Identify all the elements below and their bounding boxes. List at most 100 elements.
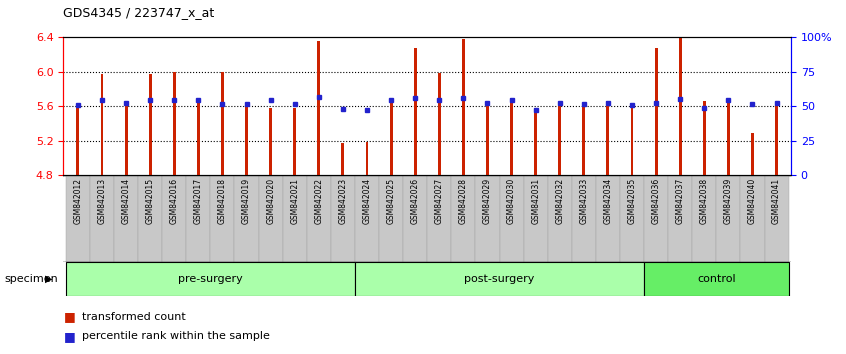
Text: ■: ■ — [63, 330, 75, 343]
Bar — [211, 175, 234, 262]
Bar — [342, 143, 344, 175]
Text: GSM842036: GSM842036 — [651, 178, 661, 224]
Text: GSM842027: GSM842027 — [435, 178, 444, 224]
Text: GSM842041: GSM842041 — [772, 178, 781, 224]
Bar — [558, 103, 561, 175]
Text: GSM842040: GSM842040 — [748, 178, 757, 224]
Bar — [462, 39, 464, 175]
Text: GSM842012: GSM842012 — [74, 178, 82, 224]
Bar — [90, 175, 114, 262]
Text: GSM842013: GSM842013 — [97, 178, 107, 224]
Text: pre-surgery: pre-surgery — [178, 274, 243, 284]
Bar — [307, 175, 331, 262]
Bar — [765, 175, 788, 262]
Text: GSM842018: GSM842018 — [218, 178, 227, 224]
Text: percentile rank within the sample: percentile rank within the sample — [82, 331, 270, 341]
Bar — [124, 102, 128, 175]
Bar — [294, 108, 296, 175]
Bar — [486, 104, 489, 175]
Bar — [620, 175, 644, 262]
Bar — [66, 175, 90, 262]
Bar — [678, 17, 682, 175]
Bar — [703, 101, 706, 175]
Bar — [582, 104, 585, 175]
Bar — [644, 262, 788, 296]
Bar — [596, 175, 620, 262]
Text: ■: ■ — [63, 310, 75, 323]
Bar — [101, 74, 103, 175]
Bar — [438, 73, 441, 175]
Bar — [510, 98, 513, 175]
Bar — [644, 175, 668, 262]
Text: GSM842019: GSM842019 — [242, 178, 251, 224]
Bar — [727, 99, 730, 175]
Bar — [499, 175, 524, 262]
Text: GSM842025: GSM842025 — [387, 178, 396, 224]
Text: GSM842030: GSM842030 — [507, 178, 516, 224]
Text: GSM842022: GSM842022 — [315, 178, 323, 224]
Bar — [655, 47, 657, 175]
Bar — [524, 175, 547, 262]
Bar — [390, 102, 393, 175]
Bar — [66, 262, 355, 296]
Bar — [221, 72, 224, 175]
Bar — [355, 175, 379, 262]
Text: GSM842014: GSM842014 — [122, 178, 130, 224]
Text: GSM842037: GSM842037 — [676, 178, 684, 224]
Text: GSM842029: GSM842029 — [483, 178, 492, 224]
Bar — [572, 175, 596, 262]
Bar — [149, 74, 151, 175]
Text: GSM842023: GSM842023 — [338, 178, 348, 224]
Text: transformed count: transformed count — [82, 312, 186, 322]
Bar — [197, 98, 200, 175]
Text: GSM842033: GSM842033 — [580, 178, 588, 224]
Bar — [138, 175, 162, 262]
Bar — [740, 175, 765, 262]
Bar — [114, 175, 138, 262]
Bar — [607, 101, 609, 175]
Text: post-surgery: post-surgery — [464, 274, 535, 284]
Bar — [717, 175, 740, 262]
Bar — [355, 262, 644, 296]
Bar — [259, 175, 283, 262]
Bar — [534, 108, 537, 175]
Text: GSM842020: GSM842020 — [266, 178, 275, 224]
Text: specimen: specimen — [4, 274, 58, 284]
Text: GDS4345 / 223747_x_at: GDS4345 / 223747_x_at — [63, 6, 215, 19]
Bar — [775, 102, 778, 175]
Text: GSM842028: GSM842028 — [459, 178, 468, 224]
Bar — [475, 175, 499, 262]
Bar — [668, 175, 692, 262]
Text: GSM842038: GSM842038 — [700, 178, 709, 224]
Bar — [162, 175, 186, 262]
Bar — [186, 175, 211, 262]
Bar — [451, 175, 475, 262]
Bar — [283, 175, 307, 262]
Bar — [404, 175, 427, 262]
Text: GSM842017: GSM842017 — [194, 178, 203, 224]
Text: GSM842015: GSM842015 — [146, 178, 155, 224]
Bar — [245, 104, 248, 175]
Bar — [365, 142, 369, 175]
Bar — [692, 175, 717, 262]
Text: control: control — [697, 274, 736, 284]
Bar — [379, 175, 404, 262]
Bar — [234, 175, 259, 262]
Bar — [76, 108, 80, 175]
Bar — [751, 133, 754, 175]
Bar — [547, 175, 572, 262]
Text: GSM842032: GSM842032 — [555, 178, 564, 224]
Text: GSM842021: GSM842021 — [290, 178, 299, 224]
Text: GSM842016: GSM842016 — [170, 178, 179, 224]
Bar — [317, 41, 321, 175]
Bar — [173, 72, 176, 175]
Text: ▶: ▶ — [46, 274, 52, 284]
Text: GSM842034: GSM842034 — [603, 178, 613, 224]
Text: GSM842039: GSM842039 — [724, 178, 733, 224]
Bar — [630, 104, 634, 175]
Bar — [414, 48, 416, 175]
Text: GSM842024: GSM842024 — [362, 178, 371, 224]
Text: GSM842026: GSM842026 — [410, 178, 420, 224]
Text: GSM842035: GSM842035 — [628, 178, 636, 224]
Text: GSM842031: GSM842031 — [531, 178, 540, 224]
